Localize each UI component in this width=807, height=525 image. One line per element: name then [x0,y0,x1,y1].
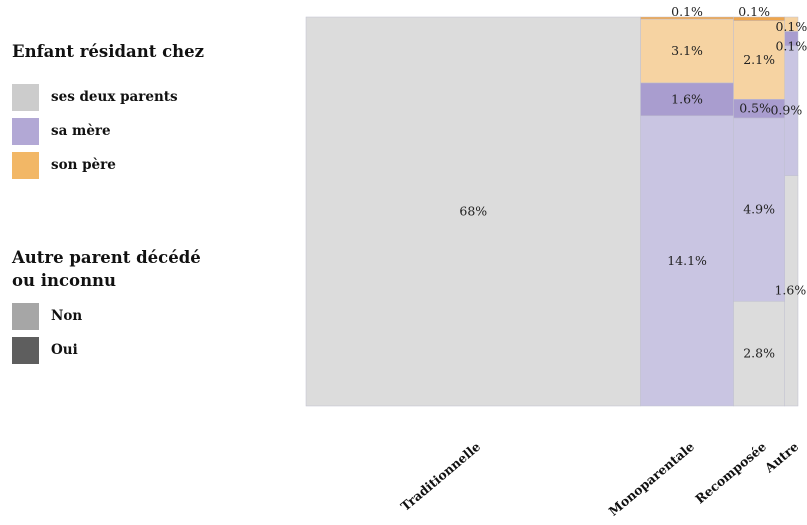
mosaic-segment [733,20,785,100]
legend-key-deux-parents [12,84,39,111]
data-label: 0.1% [775,19,807,34]
legend-label-non: Non [51,308,83,324]
data-label: 0.5% [739,101,771,116]
data-label: 0.1% [671,4,703,19]
mosaic-segment [784,16,799,32]
mosaic-segment [305,16,641,407]
legend-label-oui: Oui [51,342,78,358]
x-tick-label: Traditionnelle [398,439,484,514]
data-label: 1.6% [671,91,703,106]
legend-key-pere [12,152,39,179]
data-label: 0.1% [775,39,807,54]
legend-key-mere [12,118,39,145]
mosaic-segment [640,82,734,117]
legend-key-non [12,303,39,330]
data-label: 0.1% [738,4,770,19]
mosaic-segment [733,117,785,302]
legend-title-residence: Enfant résidant chez [12,42,204,61]
x-tick-label: Autre [761,439,801,476]
data-label: 0.9% [770,103,802,118]
legend-key-oui [12,337,39,364]
x-tick-label: Monoparentale [606,439,697,519]
x-tick-label: Recomposée [692,439,769,507]
data-label: 4.9% [743,202,775,217]
legend-title-deceased-2: ou inconnu [12,271,117,290]
data-label: 2.8% [743,346,775,361]
legend-title-deceased-1: Autre parent décédé [12,248,201,267]
legend-label-deux-parents: ses deux parents [51,89,178,105]
mosaic-segment [733,301,785,407]
data-label: 1.6% [774,283,806,298]
data-label: 68% [459,204,487,219]
legend-label-mere: sa mère [51,123,111,139]
legend: Enfant résidant chez ses deux parents sa… [0,0,300,525]
legend-label-pere: son père [51,157,116,173]
mosaic-segment [640,115,734,407]
data-label: 3.1% [671,43,703,58]
data-label: 2.1% [743,52,775,67]
data-label: 14.1% [667,253,707,268]
